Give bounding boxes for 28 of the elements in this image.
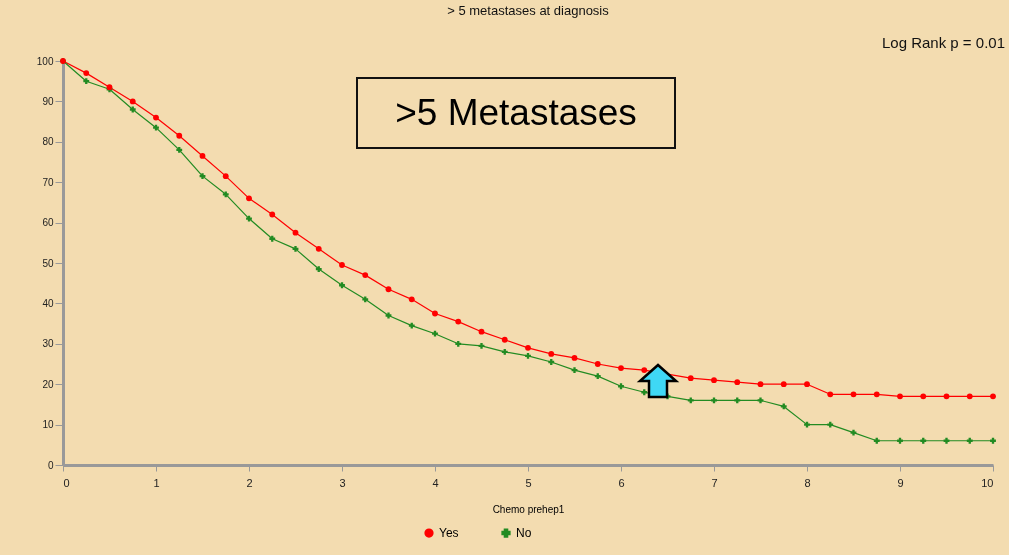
y-tick-label: 0 [47,459,54,471]
y-tick-label: 40 [42,297,54,309]
legend-label: Yes [439,526,459,541]
y-tick-label: 60 [42,217,54,229]
x-tick-label: 0 [63,476,70,489]
y-tick-label: 70 [42,176,54,188]
x-tick-label: 5 [525,476,532,489]
x-tick-label: 9 [897,476,904,489]
text: Log Rank p = 0.01 [881,34,1005,51]
y-tick-label: 30 [42,338,54,350]
y-tick-label: 20 [42,378,54,390]
x-tick-label: 7 [711,476,718,489]
x-tick-label: 1 [153,476,160,489]
y-tick-label: 100 [36,55,54,67]
legend-label: No [516,526,532,541]
x-tick-label: 3 [339,476,346,489]
x-tick-label: 6 [618,476,625,489]
annotation: >5 Metastases [356,77,676,149]
x-tick-label: 10 [981,476,994,489]
chart-title: > 5 metastases at diagnosis [447,3,610,18]
y-tick-label: 80 [42,136,54,148]
x-tick-label: 2 [246,476,253,489]
x-tick-label: 4 [432,476,439,489]
y-tick-label: 50 [42,257,54,269]
y-tick-label: 90 [42,95,54,107]
y-tick-label: 10 [42,419,54,431]
x-axis-title: Chemo prehep1 [492,503,565,515]
x-tick-label: 8 [804,476,811,489]
